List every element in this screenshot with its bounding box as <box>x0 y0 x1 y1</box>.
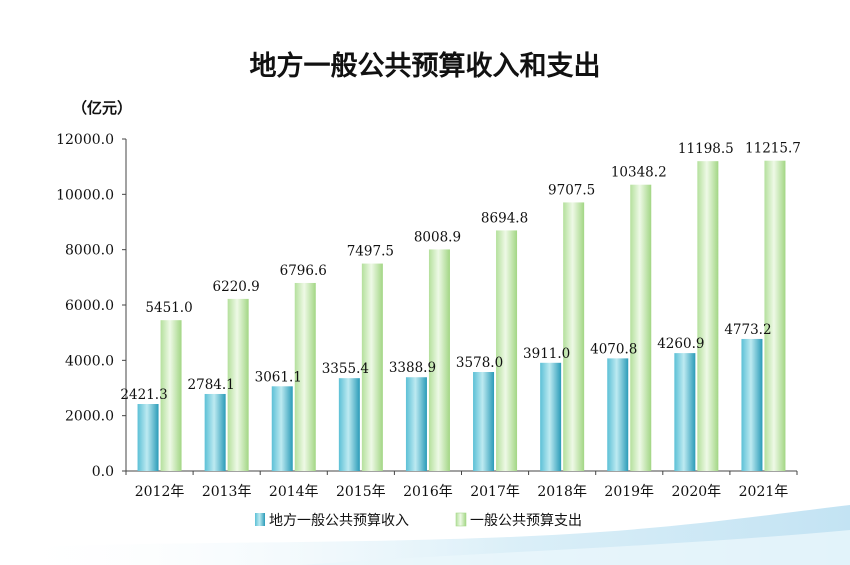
x-tick-label: 2014年 <box>269 484 319 500</box>
revenue-value-label: 2784.1 <box>188 377 235 393</box>
revenue-bar <box>674 353 696 471</box>
legend-revenue-swatch <box>255 513 265 526</box>
x-tick-label: 2017年 <box>470 484 520 500</box>
expenditure-bar <box>697 161 719 471</box>
legend-revenue-label: 地方一般公共预算收入 <box>269 513 409 529</box>
y-tick-label: 8000.0 <box>65 243 114 259</box>
expenditure-value-label: 9707.5 <box>548 182 595 198</box>
expenditure-value-label: 8008.9 <box>414 229 461 245</box>
revenue-bar <box>271 386 293 471</box>
revenue-value-label: 4260.9 <box>657 336 704 352</box>
x-tick-label: 2019年 <box>604 484 654 500</box>
expenditure-bar <box>764 160 786 471</box>
expenditure-bar <box>160 320 182 471</box>
expenditure-value-label: 5451.0 <box>145 300 192 316</box>
x-tick-label: 2016年 <box>403 484 453 500</box>
y-tick-label: 12000.0 <box>56 132 114 148</box>
y-tick-label: 10000.0 <box>56 187 114 203</box>
y-tick-label: 0.0 <box>92 464 114 480</box>
y-tick-label: 6000.0 <box>65 298 114 314</box>
revenue-bar <box>741 338 763 471</box>
expenditure-value-label: 10348.2 <box>611 165 667 181</box>
revenue-bar <box>540 362 562 471</box>
chart-title: 地方一般公共预算收入和支出 <box>249 51 601 82</box>
revenue-value-label: 3911.0 <box>523 346 570 362</box>
revenue-bar <box>204 393 226 471</box>
legend-expenditure-swatch <box>455 512 467 527</box>
x-tick-label: 2015年 <box>336 484 386 500</box>
expenditure-bar <box>428 249 450 471</box>
y-tick-label: 2000.0 <box>65 409 114 425</box>
y-axis-unit-label: （亿元） <box>72 99 133 117</box>
revenue-bar <box>473 372 495 471</box>
revenue-value-label: 4070.8 <box>590 341 637 357</box>
expenditure-value-label: 7497.5 <box>347 244 394 260</box>
expenditure-value-label: 8694.8 <box>481 210 528 226</box>
x-tick-label: 2020年 <box>672 484 722 500</box>
revenue-value-label: 3388.9 <box>389 360 436 376</box>
revenue-value-label: 3578.0 <box>456 355 503 371</box>
x-tick-label: 2021年 <box>739 484 789 500</box>
expenditure-value-label: 6796.6 <box>280 263 327 279</box>
background-wave-light <box>300 530 850 565</box>
expenditure-value-label: 11215.7 <box>745 141 801 157</box>
expenditure-bar <box>227 298 249 471</box>
revenue-bar <box>137 404 159 471</box>
y-tick-label: 4000.0 <box>65 353 114 369</box>
legend-expenditure-label: 一般公共预算支出 <box>470 513 582 529</box>
revenue-bar <box>405 377 427 471</box>
revenue-value-label: 2421.3 <box>120 387 167 403</box>
x-tick-label: 2012年 <box>135 484 185 500</box>
expenditure-bar <box>294 282 316 471</box>
expenditure-value-label: 6220.9 <box>213 279 260 295</box>
expenditure-value-label: 11198.5 <box>678 141 734 157</box>
expenditure-bar <box>630 184 652 471</box>
revenue-bar <box>607 358 629 471</box>
revenue-bar <box>338 378 360 471</box>
revenue-value-label: 3355.4 <box>322 361 369 377</box>
revenue-value-label: 3061.1 <box>255 369 302 385</box>
expenditure-bar <box>361 263 383 471</box>
expenditure-bar <box>563 202 585 471</box>
revenue-value-label: 4773.2 <box>724 322 771 338</box>
x-tick-label: 2018年 <box>537 484 587 500</box>
x-tick-label: 2013年 <box>202 484 252 500</box>
expenditure-bar <box>496 230 518 471</box>
